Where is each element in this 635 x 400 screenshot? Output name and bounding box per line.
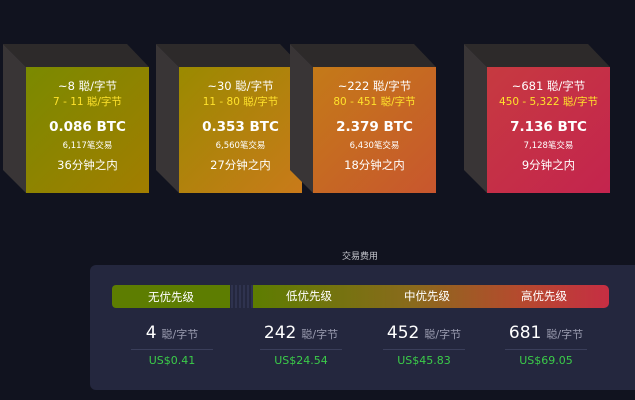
block-fee-range: 80 - 451 聪/字节	[333, 96, 416, 108]
mempool-block[interactable]: ~222 聪/字节 80 - 451 聪/字节 2.379 BTC 6,430笔…	[290, 44, 436, 193]
priority-label-none: 无优先级	[148, 289, 194, 304]
priority-bar-none: 无优先级	[112, 285, 230, 308]
fee-column-low: 242 聪/字节 US$24.54	[241, 323, 361, 367]
fee-rate-unit: 聪/字节	[546, 328, 584, 341]
block-median-fee: ~30 聪/字节	[207, 79, 274, 93]
block-side	[156, 44, 179, 193]
mempool-block[interactable]: ~681 聪/字节 450 - 5,322 聪/字节 7.136 BTC 7,1…	[464, 44, 610, 193]
fee-rate: 681 聪/字节	[509, 323, 583, 347]
block-total-btc: 2.379 BTC	[336, 119, 413, 135]
block-eta: 36分钟之内	[57, 158, 118, 172]
priority-label-medium: 中优先级	[404, 289, 450, 303]
fee-rate-value: 452	[386, 323, 420, 343]
fee-divider	[260, 349, 342, 350]
fee-divider	[505, 349, 587, 350]
fee-rate: 452 聪/字节	[387, 323, 461, 347]
block-face: ~8 聪/字节 7 - 11 聪/字节 0.086 BTC 6,117笔交易 3…	[26, 67, 149, 193]
block-top	[3, 44, 149, 67]
fee-rate-value: 242	[263, 323, 297, 343]
fee-fiat-value: US$0.41	[148, 354, 196, 367]
fees-section-title: 交易费用	[341, 252, 378, 262]
block-tx-count: 7,128笔交易	[523, 141, 574, 151]
block-median-fee: ~8 聪/字节	[58, 79, 117, 93]
block-top	[156, 44, 302, 67]
block-tx-count: 6,430笔交易	[349, 141, 400, 151]
block-side	[290, 44, 313, 193]
priority-label-high: 高优先级	[521, 289, 567, 303]
block-tx-count: 6,560笔交易	[215, 141, 266, 151]
block-face: ~681 聪/字节 450 - 5,322 聪/字节 7.136 BTC 7,1…	[487, 67, 610, 193]
mempool-block[interactable]: ~30 聪/字节 11 - 80 聪/字节 0.353 BTC 6,560笔交易…	[156, 44, 302, 193]
fee-divider	[383, 349, 465, 350]
block-eta: 18分钟之内	[344, 158, 405, 172]
fee-column-none: 4 聪/字节 US$0.41	[112, 323, 232, 367]
fee-divider	[131, 349, 213, 350]
fee-rate-unit: 聪/字节	[301, 328, 339, 341]
fee-rate-value: 4	[145, 323, 157, 343]
fee-rate: 4 聪/字节	[146, 323, 199, 347]
fee-rate-unit: 聪/字节	[424, 328, 462, 341]
fee-column-medium: 452 聪/字节 US$45.83	[364, 323, 484, 367]
fee-fiat-value: US$69.05	[519, 354, 573, 367]
block-eta: 27分钟之内	[210, 158, 271, 172]
block-median-fee: ~222 聪/字节	[337, 79, 412, 93]
block-face: ~30 聪/字节 11 - 80 聪/字节 0.353 BTC 6,560笔交易…	[179, 67, 302, 193]
fees-card: 无优先级 低优先级 中优先级 高优先级 4 聪/字节 US$0.41 242 聪…	[90, 265, 635, 390]
block-total-btc: 0.086 BTC	[49, 119, 126, 135]
priority-separator	[231, 285, 253, 308]
block-fee-range: 11 - 80 聪/字节	[202, 96, 279, 108]
block-fee-range: 450 - 5,322 聪/字节	[499, 96, 598, 108]
block-total-btc: 0.353 BTC	[202, 119, 279, 135]
mempool-block[interactable]: ~8 聪/字节 7 - 11 聪/字节 0.086 BTC 6,117笔交易 3…	[3, 44, 149, 193]
fee-rate-unit: 聪/字节	[161, 328, 199, 341]
block-total-btc: 7.136 BTC	[510, 119, 587, 135]
block-top	[290, 44, 436, 67]
fee-rate: 242 聪/字节	[264, 323, 338, 347]
block-top	[464, 44, 610, 67]
block-fee-range: 7 - 11 聪/字节	[53, 96, 122, 108]
block-eta: 9分钟之内	[521, 158, 576, 172]
fee-rate-value: 681	[508, 323, 542, 343]
block-side	[464, 44, 487, 193]
fee-fiat-value: US$45.83	[397, 354, 451, 367]
priority-bar-gradient: 低优先级 中优先级 高优先级	[253, 285, 609, 308]
block-tx-count: 6,117笔交易	[62, 141, 113, 151]
block-side	[3, 44, 26, 193]
priority-label-low: 低优先级	[286, 289, 332, 303]
block-median-fee: ~681 聪/字节	[511, 79, 586, 93]
block-face: ~222 聪/字节 80 - 451 聪/字节 2.379 BTC 6,430笔…	[313, 67, 436, 193]
fee-column-high: 681 聪/字节 US$69.05	[486, 323, 606, 367]
fee-fiat-value: US$24.54	[274, 354, 328, 367]
